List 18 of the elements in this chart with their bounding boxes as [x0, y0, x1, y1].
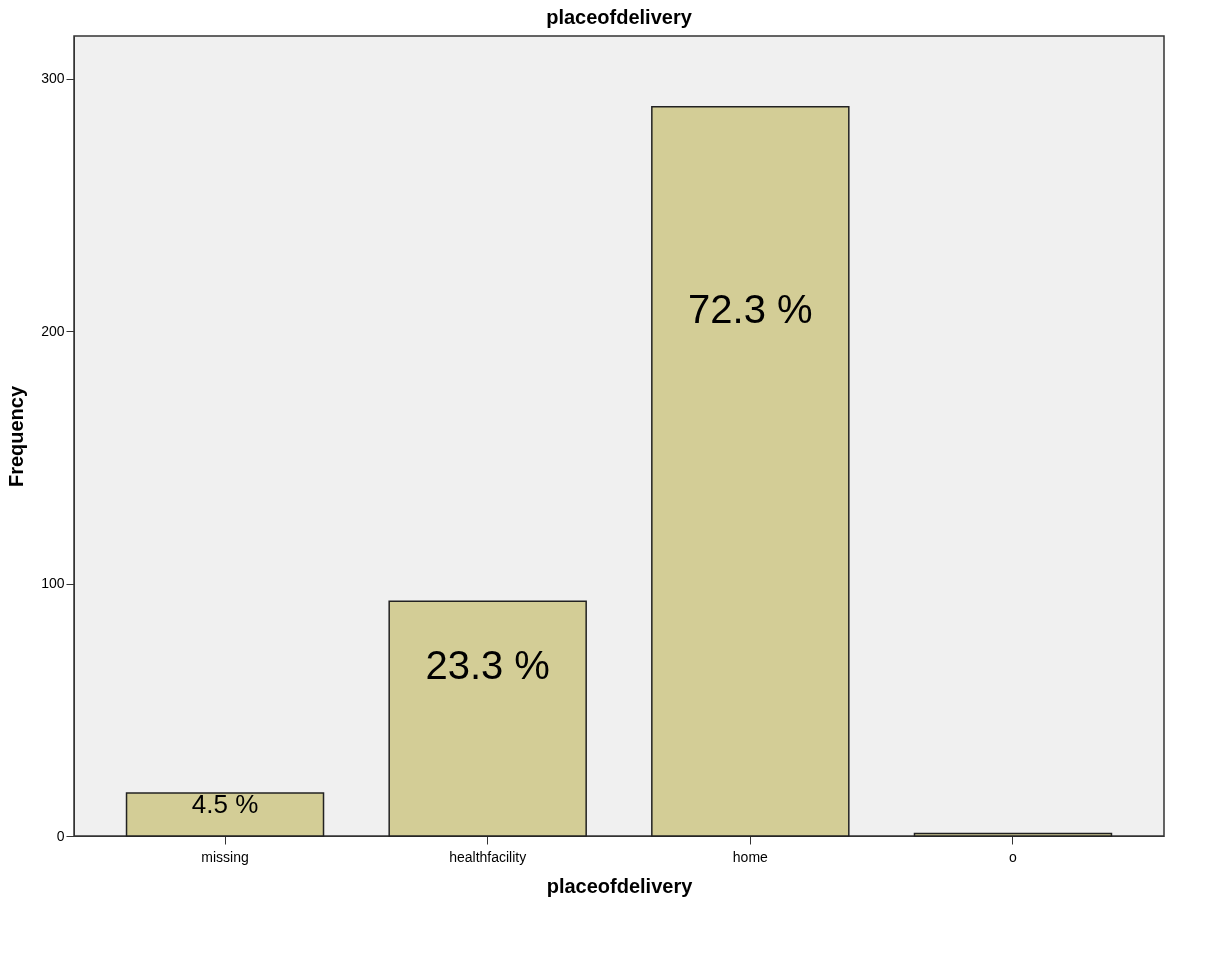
chart-title: placeofdelivery: [546, 6, 693, 28]
bar: [125, 792, 325, 837]
bar: [388, 600, 587, 837]
annotation: 72.3 %: [688, 286, 813, 331]
x-tick-label: missing: [201, 848, 249, 865]
y-tick-label: 300: [41, 70, 65, 87]
x-tick-label: home: [732, 848, 769, 865]
y-tick-label: 0: [56, 827, 65, 844]
y-tick-label: 100: [41, 575, 65, 592]
x-tick-label: healthfacility: [449, 848, 527, 865]
x-axis-title: placeofdelivery: [546, 874, 694, 897]
y-tick-label: 200: [41, 322, 65, 339]
x-tick-label: o: [1009, 848, 1018, 865]
bar: [651, 105, 850, 837]
y-axis-title: Frequency: [5, 385, 28, 488]
annotation: 4.5 %: [191, 789, 259, 820]
annotation: 23.3 %: [425, 643, 550, 688]
bar: [913, 832, 1113, 837]
